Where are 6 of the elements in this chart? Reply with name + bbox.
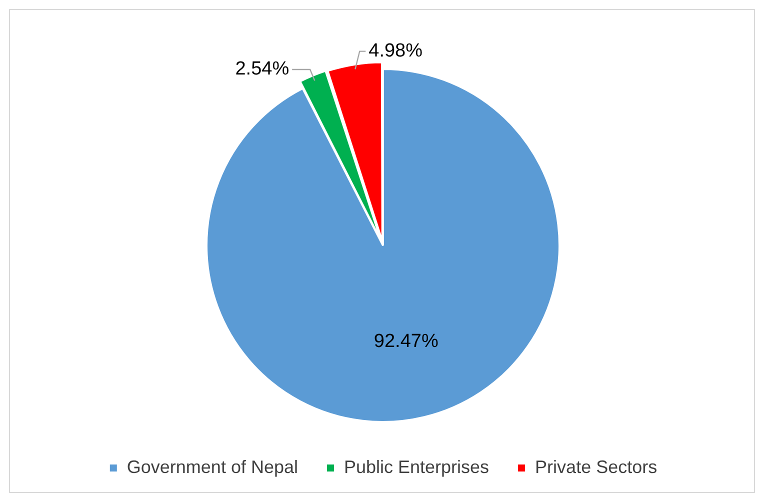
legend-label: Private Sectors <box>535 456 658 477</box>
legend-label: Government of Nepal <box>126 456 298 477</box>
data-label: 92.47% <box>374 330 438 352</box>
legend-label: Public Enterprises <box>344 456 490 477</box>
data-label: 4.98% <box>368 40 423 62</box>
data-label: 2.54% <box>235 58 290 80</box>
